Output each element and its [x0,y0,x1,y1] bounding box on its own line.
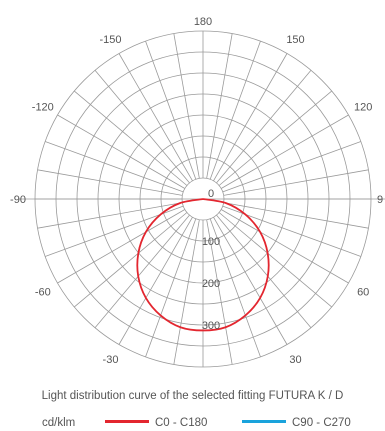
angle-label: 60 [357,287,369,299]
grid-spoke [213,53,288,182]
grid-spoke [222,141,362,193]
grid-spoke [220,209,349,284]
angle-label: 30 [289,354,301,366]
grid-spoke [206,33,233,179]
legend-swatch-c0-c180 [105,420,149,424]
chart-caption: Light distribution curve of the selected… [41,390,344,402]
legend-label-c90-c270: C90 - C270 [292,417,351,429]
angle-label: 9 [377,194,383,206]
grid-spoke [209,40,261,180]
grid-spoke [37,202,183,229]
angle-label: -30 [103,354,119,366]
grid-spoke [220,114,349,189]
grid-spoke [94,70,190,184]
grid-spoke [218,212,332,308]
radial-label: 0 [208,188,214,200]
radial-label: 300 [202,320,220,332]
angle-label: -150 [99,34,121,46]
grid-spoke [94,214,190,328]
radial-label: 100 [202,236,220,248]
series-layer [136,198,270,332]
grid-spoke [213,216,288,345]
angle-label: -120 [32,102,54,114]
grid-spoke [209,218,261,358]
grid-spoke [206,219,233,365]
radial-labels: 0 100 200 300 [202,188,220,332]
grid-spoke [216,70,312,184]
angle-labels: 180 150 -150 120 -120 9 -90 60 -60 30 -30 [10,16,383,366]
grid-spoke [173,33,200,179]
grid-spoke [216,214,312,328]
grid-spoke [145,40,197,180]
series-curve-0 [136,198,270,332]
angle-label: 150 [286,34,304,46]
legend-swatch-c90-c270 [242,420,286,424]
grid-spoke [118,53,193,182]
grid-spoke [57,209,186,284]
polar-grid [18,30,385,368]
grid-spoke [44,141,184,193]
angle-label: 120 [354,102,372,114]
grid-spoke [218,90,332,186]
radial-label: 200 [202,278,220,290]
legend-item-c0-c180: C0 - C180 [105,417,207,429]
unit-label: cd/klm [42,417,76,429]
grid-spoke [223,169,369,196]
legend-label-c0-c180: C0 - C180 [155,417,208,429]
angle-label: -60 [35,287,51,299]
grid-spoke [74,212,188,308]
grid-spoke [74,90,188,186]
grid-spoke [57,114,186,189]
grid-spoke [223,202,369,229]
angle-label: -90 [10,194,26,206]
grid-spoke [37,169,183,196]
polar-chart: 180 150 -150 120 -120 9 -90 60 -60 30 -30 0 100 200 3… [10,16,385,368]
legend: cd/klm C0 - C180 C90 - C270 [0,417,385,431]
grid-spoke [173,219,200,365]
angle-label: 180 [194,16,212,28]
grid-spoke [145,218,197,358]
grid-spoke [118,216,193,345]
legend-item-c90-c270: C90 - C270 [242,417,351,429]
